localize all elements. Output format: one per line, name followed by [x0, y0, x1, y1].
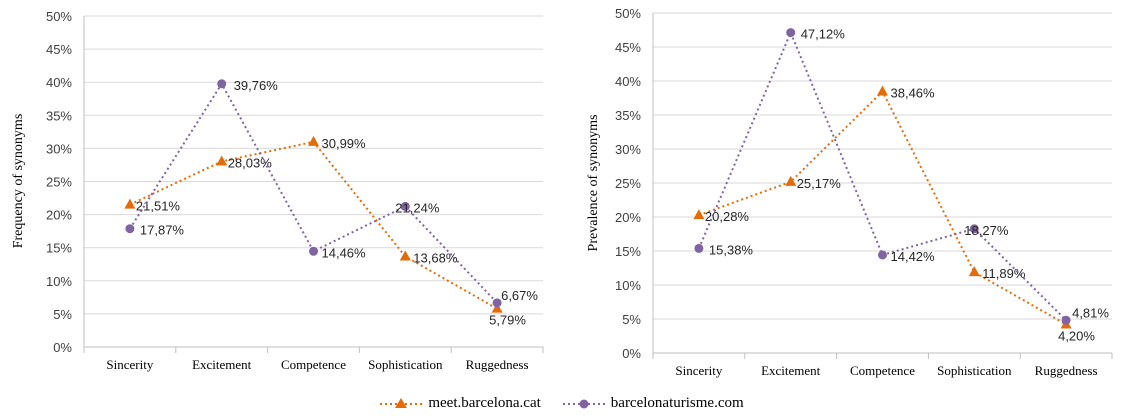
data-point-triangle	[399, 250, 411, 261]
data-label: 17,87%	[140, 223, 185, 238]
data-label: 47,12%	[801, 27, 846, 42]
x-category-label: Ruggedness	[1035, 363, 1098, 378]
y-tick-label: 45%	[615, 40, 641, 55]
data-label: 6,67%	[501, 288, 538, 303]
data-point-triangle	[693, 209, 705, 220]
x-category-label: Sophistication	[937, 363, 1012, 378]
data-point-triangle	[216, 155, 228, 166]
legend-item-series2: barcelonaturisme.com	[561, 395, 744, 412]
data-point-triangle	[491, 302, 503, 313]
data-point-circle	[400, 201, 410, 211]
x-category-label: Excitement	[761, 363, 821, 378]
y-tick-label: 35%	[46, 108, 72, 123]
data-point-triangle	[877, 85, 888, 96]
data-point-triangle	[968, 266, 980, 277]
legend-series1-swatch	[380, 398, 423, 408]
legend-item-series1: meet.barcelona.cat	[378, 394, 541, 412]
y-tick-label: 40%	[46, 75, 72, 90]
data-point-circle	[125, 224, 135, 234]
chart-panel-2: 0% 5% 10% 15% 20% 25% 30% 35% 40% 45% 50% Sincerity…	[586, 6, 1113, 378]
data-point-triangle	[308, 135, 319, 146]
data-point-circle	[492, 298, 502, 308]
data-label: 13,68%	[413, 250, 458, 265]
data-point-circle	[309, 246, 318, 256]
data-label: 5,79%	[489, 313, 526, 328]
charts-canvas: 0% 5% 10% 15% 20% 25% 30% 35% 40% 45% 50% Sincerity…	[11, 6, 1113, 378]
y-tick-label: 40%	[615, 74, 641, 89]
data-label: 20,28%	[705, 209, 750, 224]
x-category-label: Sophistication	[368, 357, 443, 372]
data-label: 25,17%	[797, 176, 842, 191]
y-tick-label: 10%	[615, 278, 641, 293]
y-tick-label: 30%	[46, 141, 72, 156]
data-point-circle	[217, 79, 227, 89]
y-tick-label: 10%	[46, 274, 72, 289]
data-point-circle	[694, 243, 704, 253]
data-point-circle	[969, 224, 979, 234]
y-tick-label: 5%	[53, 307, 72, 322]
chart-panel-1: 0% 5% 10% 15% 20% 25% 30% 35% 40% 45% 50% Sincerity…	[11, 9, 544, 372]
x-category-label: Sincerity	[106, 357, 153, 372]
series-line-1	[129, 140, 498, 310]
legend-series2-label: barcelonaturisme.com	[610, 394, 744, 411]
data-label: 30,99%	[322, 136, 367, 151]
legend-series2-swatch	[562, 399, 605, 409]
y-tick-label: 35%	[615, 108, 641, 123]
legend: meet.barcelona.cat barcelonaturisme.com	[0, 392, 1122, 414]
y-tick-label: 45%	[46, 42, 72, 57]
y-tick-label: 0%	[622, 346, 641, 361]
data-label: 14,46%	[322, 245, 367, 260]
x-category-label: Competence	[850, 363, 915, 378]
data-label: 18,27%	[964, 223, 1009, 238]
x-category-label: Sincerity	[675, 363, 722, 378]
x-category-label: Excitement	[192, 357, 252, 372]
y-tick-label: 0%	[53, 340, 72, 355]
y-axis-title: Frequency of synonyms	[11, 114, 26, 249]
x-category-label: Competence	[281, 357, 346, 372]
data-point-circle	[786, 28, 796, 38]
data-point-triangle	[124, 198, 136, 209]
series-line-1	[698, 89, 1067, 326]
data-point-circle	[1061, 315, 1071, 325]
y-tick-label: 25%	[615, 176, 641, 191]
y-tick-label: 30%	[615, 142, 641, 157]
y-tick-label: 15%	[615, 244, 641, 259]
data-label: 15,38%	[709, 242, 754, 257]
data-label: 38,46%	[891, 85, 936, 100]
data-label: 39,76%	[234, 78, 279, 93]
data-point-triangle	[785, 175, 797, 186]
series-line-2	[129, 81, 498, 304]
legend-series1-label: meet.barcelona.cat	[428, 394, 541, 411]
y-tick-label: 5%	[622, 312, 641, 327]
data-point-circle	[878, 250, 887, 260]
y-tick-label: 50%	[615, 6, 641, 21]
data-label: 21,24%	[395, 200, 440, 215]
data-label: 28,03%	[228, 155, 273, 170]
data-label: 4,20%	[1058, 328, 1095, 343]
data-label: 4,81%	[1072, 305, 1109, 320]
y-tick-label: 50%	[46, 9, 72, 24]
y-tick-label: 20%	[46, 208, 72, 223]
y-tick-label: 20%	[615, 210, 641, 225]
data-label: 21,51%	[136, 199, 181, 214]
data-label: 11,89%	[982, 266, 1026, 281]
y-axis-title: Prevalence of synonyms	[586, 115, 601, 252]
data-label: 14,42%	[891, 249, 936, 264]
x-category-label: Ruggedness	[466, 357, 529, 372]
y-tick-label: 15%	[46, 241, 72, 256]
y-tick-label: 25%	[46, 175, 72, 190]
